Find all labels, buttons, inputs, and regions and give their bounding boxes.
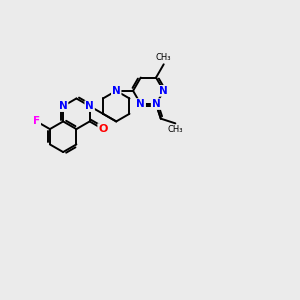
Text: N: N [159,86,168,96]
Text: CH₃: CH₃ [156,53,172,62]
Text: F: F [33,116,40,126]
Text: N: N [85,101,94,111]
Text: N: N [136,99,145,109]
Text: O: O [98,124,108,134]
Text: CH₃: CH₃ [168,125,183,134]
Text: N: N [59,101,68,111]
Text: N: N [152,99,161,109]
Text: N: N [112,86,121,96]
